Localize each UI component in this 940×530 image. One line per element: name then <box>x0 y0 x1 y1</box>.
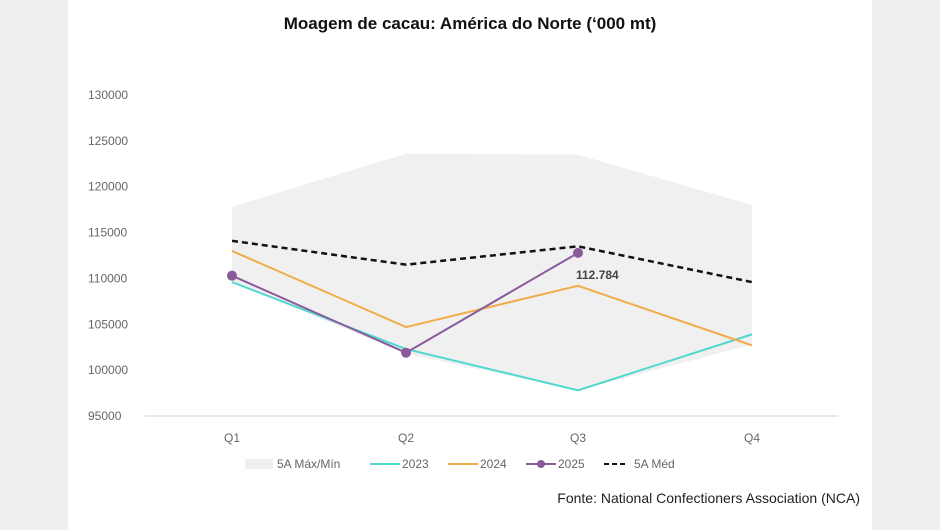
data-point-2025 <box>573 247 583 258</box>
y-tick-label: 100000 <box>88 363 128 377</box>
line-chart: 95000 100000 105000 110000 115000 120000 12500… <box>88 88 838 471</box>
x-tick-label: Q1 <box>224 431 240 445</box>
chart-title: Moagem de cacau: América do Norte (‘000 … <box>283 14 657 33</box>
series-line-2023 <box>231 281 753 392</box>
series-line-5a-m-d <box>231 239 753 284</box>
x-tick-label: Q2 <box>398 431 414 445</box>
band-max-min <box>232 153 752 391</box>
y-tick-label: 115000 <box>88 226 127 240</box>
legend-label: 2023 <box>402 457 429 471</box>
legend-marker <box>537 460 545 468</box>
legend-label: 5A Méd <box>634 457 675 471</box>
data-point-2025 <box>401 347 411 358</box>
y-tick-label: 95000 <box>88 409 122 423</box>
y-tick-label: 125000 <box>88 134 128 148</box>
legend-label: 2024 <box>480 457 507 471</box>
y-tick-label: 130000 <box>88 88 128 102</box>
chart-card: Moagem de cacau: América do Norte (‘000 … <box>68 0 872 530</box>
legend-label: 5A Máx/Mín <box>277 457 340 471</box>
x-tick-label: Q3 <box>570 431 586 445</box>
y-tick-label: 110000 <box>88 271 127 285</box>
series-line-2024 <box>231 249 753 347</box>
data-label: 112.784 <box>576 268 619 282</box>
data-point-2025 <box>227 270 237 281</box>
y-tick-label: 120000 <box>88 180 128 194</box>
legend-swatch-band <box>245 459 273 469</box>
x-tick-label: Q4 <box>744 431 760 445</box>
source-note: Fonte: National Confectioners Associatio… <box>557 490 860 506</box>
y-tick-label: 105000 <box>88 317 128 331</box>
legend-label: 2025 <box>558 457 585 471</box>
